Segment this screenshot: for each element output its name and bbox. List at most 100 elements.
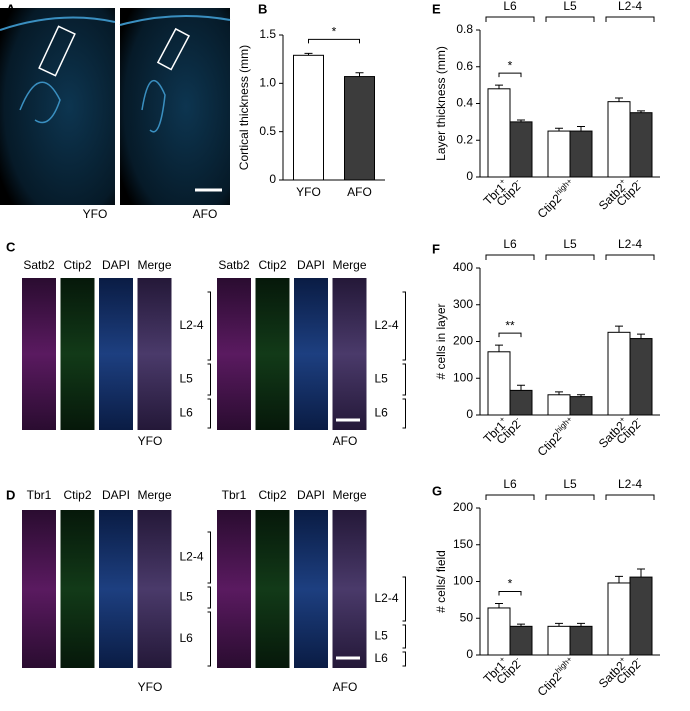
bar (509, 389, 533, 416)
error-bar (637, 110, 645, 113)
label-superscript: - (512, 414, 520, 422)
y-tick-label: 50 (460, 610, 474, 624)
layer-label: L5 (375, 629, 389, 643)
label-superscript: - (632, 414, 640, 422)
error-bar (615, 97, 623, 102)
error-bar (615, 575, 623, 583)
group-bracket (545, 494, 595, 500)
error-bar (637, 333, 645, 339)
y-tick-label: 150 (453, 537, 473, 551)
layer-label: L2-4 (375, 591, 399, 605)
bar (607, 582, 631, 656)
micrograph-strip (294, 278, 328, 430)
layer-bracket (207, 586, 211, 609)
group-bracket (485, 254, 535, 260)
channel-label: Tbr1 (222, 488, 247, 502)
group-bracket (485, 494, 535, 500)
channel-label: Ctip2 (258, 488, 286, 502)
x-tick-label: Ctip2high+ (534, 176, 579, 221)
layer-label: L2-4 (375, 318, 399, 332)
y-axis-label: # cells/ field (434, 550, 448, 613)
label-superscript: high+ (553, 414, 574, 435)
group-bracket (605, 494, 655, 500)
micrograph-strip (294, 510, 328, 668)
bar (569, 625, 593, 656)
layer-bracket (207, 398, 211, 429)
bar (547, 394, 571, 416)
label-superscript: - (512, 176, 520, 184)
y-tick-label: 400 (453, 260, 473, 274)
group-label: YFO (83, 207, 108, 221)
layer-label: L5 (180, 372, 194, 386)
charts: 0 0.5 1.0 1.5 Cortical thickness (mm) YFO AFO *… (237, 0, 660, 699)
y-tick-label: 100 (453, 574, 473, 588)
micrograph-strip (99, 510, 133, 668)
micrograph-strip (332, 278, 367, 430)
y-tick-label: 0.4 (456, 96, 473, 110)
bar (487, 607, 511, 656)
y-tick-label: 200 (453, 334, 473, 348)
panel-label: G (432, 483, 442, 498)
y-tick-label: 100 (453, 370, 473, 384)
group-bracket (545, 16, 595, 22)
label-superscript: + (617, 414, 627, 424)
micrograph-strip (22, 278, 56, 430)
micrograph-strip (217, 510, 251, 668)
channel-label: DAPI (102, 258, 130, 272)
panel-label: B (258, 1, 267, 16)
error-bar (577, 125, 585, 132)
channel-label: Merge (332, 488, 366, 502)
bar (607, 101, 631, 178)
significance-bracket (498, 72, 522, 78)
group-label: AFO (193, 207, 218, 221)
group-label: YFO (138, 680, 163, 694)
channel-label: Merge (137, 258, 171, 272)
panel-label: F (432, 241, 440, 256)
micrograph-strip (332, 510, 367, 668)
panel-label: D (6, 487, 15, 502)
significance-bracket (498, 332, 522, 338)
layer-bracket (402, 651, 406, 667)
y-tick-label: 200 (453, 500, 473, 514)
significance-bracket (498, 591, 522, 596)
channel-label: Merge (332, 258, 366, 272)
layer-bracket (207, 291, 211, 361)
channel-label: Satb2 (218, 258, 250, 272)
layer-label: L6 (375, 651, 389, 665)
significance-label: * (508, 577, 513, 591)
bar (509, 625, 533, 656)
group-label: L5 (563, 477, 577, 491)
label-superscript: + (617, 176, 627, 186)
bar (487, 351, 511, 416)
significance-bracket (308, 38, 360, 44)
bar (629, 112, 653, 178)
bar (344, 76, 375, 181)
group-label: L2-4 (618, 0, 642, 13)
group-bracket (485, 16, 535, 22)
significance-label: * (332, 25, 337, 39)
x-tick-label: AFO (347, 185, 372, 199)
error-bar (555, 127, 563, 132)
group-bracket (545, 254, 595, 260)
x-tick-label: Ctip2high+ (534, 414, 579, 459)
y-tick-label: 0 (466, 647, 473, 661)
label-superscript: - (632, 176, 640, 184)
error-bar (495, 84, 503, 89)
layer-bracket (402, 398, 406, 429)
group-label: L5 (563, 237, 577, 251)
layer-bracket (402, 576, 406, 622)
channel-label: DAPI (297, 488, 325, 502)
micrograph-strip (255, 510, 290, 668)
label-superscript: - (632, 654, 640, 662)
y-tick-label: 0.6 (456, 59, 473, 73)
error-bar (517, 623, 525, 627)
layer-bracket (402, 363, 406, 396)
y-tick-label: 0 (466, 169, 473, 183)
y-tick-label: 0 (466, 407, 473, 421)
y-axis-label: Cortical thickness (mm) (237, 45, 251, 170)
bar (547, 625, 571, 656)
bar (487, 88, 511, 178)
layer-label: L5 (180, 590, 194, 604)
error-bar (517, 384, 525, 391)
